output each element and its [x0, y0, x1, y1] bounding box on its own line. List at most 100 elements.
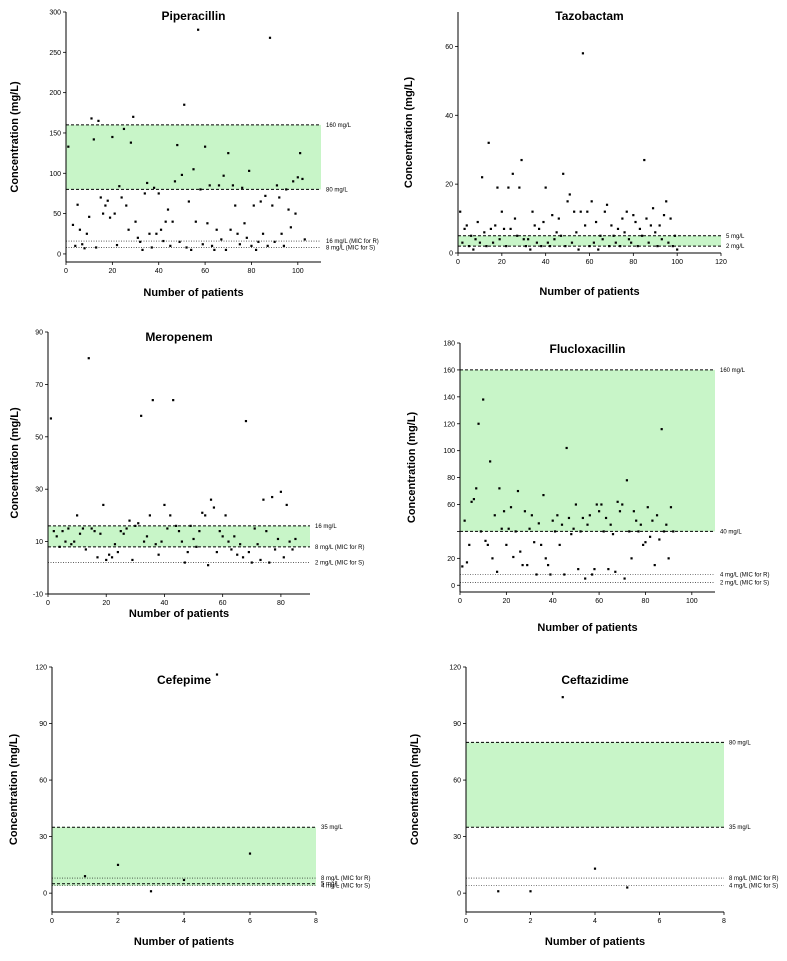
data-point	[482, 398, 485, 401]
x-axis-label: Number of patients	[537, 622, 637, 634]
data-point	[67, 527, 70, 530]
x-tick-label: 8	[314, 918, 318, 925]
data-point	[285, 503, 288, 507]
data-point	[579, 210, 582, 213]
data-point	[81, 243, 84, 246]
data-point	[280, 232, 283, 235]
data-point	[252, 204, 255, 207]
data-point	[593, 568, 596, 571]
data-point	[551, 214, 554, 217]
data-point	[301, 177, 304, 181]
data-point	[605, 203, 609, 206]
data-point	[529, 248, 532, 251]
reference-line-label-2: 80 mg/L	[326, 187, 348, 193]
data-point	[259, 558, 262, 562]
data-point	[572, 527, 575, 530]
y-tick-label: 60	[453, 778, 461, 785]
data-point	[607, 568, 610, 571]
data-point	[160, 540, 163, 543]
data-point	[78, 228, 82, 231]
data-point	[581, 516, 584, 520]
x-axis-label: Number of patients	[134, 936, 234, 948]
x-tick-label: 8	[722, 918, 726, 925]
data-point	[248, 852, 252, 855]
data-point	[108, 216, 112, 219]
data-point	[230, 548, 233, 551]
data-point	[143, 192, 146, 195]
y-tick-label: 120	[449, 665, 461, 672]
data-point	[588, 514, 591, 517]
chart-panel-4: 160 mg/L 40 mg/L 4 mg/L (MIC for R) 2 mg/L …	[406, 341, 769, 635]
y-tick-label: 200	[49, 90, 61, 97]
target-range-band	[48, 525, 310, 547]
data-point	[553, 530, 557, 533]
data-point	[87, 357, 90, 360]
data-point	[287, 208, 290, 211]
data-point	[665, 200, 668, 203]
data-point	[183, 561, 186, 564]
data-point	[497, 890, 500, 893]
reference-line-label-2: 8 mg/L (MIC for R)	[321, 876, 370, 882]
data-point	[529, 890, 532, 893]
data-point	[618, 510, 622, 513]
data-point	[604, 516, 608, 520]
data-point	[667, 557, 670, 560]
data-point	[227, 540, 230, 543]
data-point	[148, 232, 151, 235]
data-point	[78, 532, 82, 535]
data-point	[479, 530, 482, 533]
data-point	[58, 545, 61, 548]
x-tick-label: 2	[116, 918, 120, 925]
data-point	[642, 543, 645, 546]
data-point	[600, 503, 603, 506]
x-axis-label: Number of patients	[539, 286, 639, 298]
data-point	[465, 561, 469, 564]
data-point	[155, 232, 158, 235]
reference-line-label-1: 80 mg/L	[729, 740, 751, 746]
data-point	[630, 557, 633, 560]
data-point	[227, 152, 230, 155]
data-point	[465, 224, 468, 227]
data-point	[266, 244, 269, 247]
data-point	[250, 561, 253, 564]
data-point	[250, 244, 253, 247]
data-point	[247, 550, 250, 554]
data-point	[556, 514, 559, 517]
reference-line-label-1: 5 mg/L	[726, 234, 745, 240]
chart-panel-5: 35 mg/L 8 mg/L (MIC for R)5 mg/L4 mg/L (M…	[8, 665, 370, 949]
data-point	[157, 553, 160, 556]
data-point	[528, 527, 531, 530]
x-axis-label: Number of patients	[545, 936, 645, 948]
data-point	[278, 196, 281, 199]
data-point	[518, 186, 521, 189]
data-point	[498, 487, 501, 490]
data-point	[531, 210, 534, 213]
data-point	[591, 573, 594, 576]
data-point	[639, 523, 642, 526]
chart-panel-6: 80 mg/L 35 mg/L 8 mg/L (MIC for R) 4 mg/L (…	[409, 665, 778, 949]
data-point	[182, 878, 186, 882]
y-tick-label: 60	[445, 44, 453, 51]
data-point	[243, 222, 246, 225]
data-point	[268, 36, 272, 39]
data-point	[551, 519, 554, 522]
data-point	[557, 217, 560, 220]
data-point	[651, 207, 655, 210]
x-tick-label: 0	[456, 259, 460, 266]
data-point	[524, 245, 528, 248]
data-point	[567, 516, 571, 520]
data-point	[220, 238, 223, 241]
x-tick-label: 60	[201, 268, 209, 275]
x-axis-label: Number of patients	[143, 287, 243, 299]
y-tick-label: 100	[49, 171, 61, 178]
data-point	[113, 212, 116, 215]
data-point	[215, 228, 218, 231]
data-point	[101, 212, 105, 215]
data-point	[244, 419, 248, 423]
y-tick-label: 250	[49, 50, 61, 57]
data-point	[73, 540, 76, 543]
data-point	[151, 399, 154, 402]
data-point	[601, 238, 604, 241]
data-point	[92, 138, 95, 141]
data-point	[533, 224, 536, 227]
